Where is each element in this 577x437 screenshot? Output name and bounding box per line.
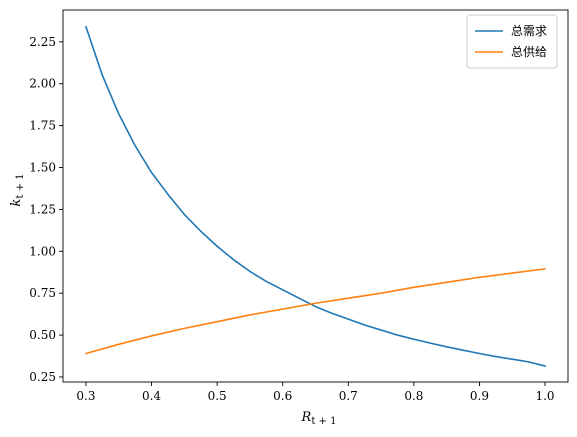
x-tick-label: 0.4 — [142, 389, 161, 403]
series-line-demand — [85, 25, 546, 367]
series-line-supply — [85, 268, 546, 355]
y-tick-label: 1.75 — [29, 119, 56, 133]
x-tick-label: 0.3 — [76, 389, 95, 403]
y-tick-label: 1.25 — [29, 202, 56, 216]
y-tick-label: 0.50 — [29, 328, 56, 342]
y-tick-label: 0.75 — [29, 286, 56, 300]
y-tick-label: 1.50 — [29, 161, 56, 175]
x-tick-label: 0.6 — [273, 389, 292, 403]
plot-area — [85, 25, 546, 367]
x-tick-label: 0.7 — [339, 389, 358, 403]
y-axis: 0.25 0.50 0.75 1.00 1.25 1.50 1.75 2.00 2.25 — [29, 35, 63, 384]
legend-label-supply: 总供给 — [511, 45, 547, 59]
x-tick-label: 0.8 — [404, 389, 423, 403]
y-tick-label: 2.00 — [29, 77, 56, 91]
x-tick-label: 0.5 — [208, 389, 227, 403]
y-tick-label: 1.00 — [29, 244, 56, 258]
y-tick-label: 0.25 — [29, 370, 56, 384]
legend-label-demand: 总需求 — [511, 24, 547, 38]
y-tick-label: 2.25 — [29, 35, 56, 49]
legend-box — [466, 14, 558, 69]
plot-frame — [62, 9, 569, 383]
x-tick-label: 1.0 — [535, 389, 554, 403]
legend: 总需求 总供给 — [466, 14, 558, 69]
y-axis-label: kt + 1 — [9, 173, 26, 206]
x-axis: 0.3 0.4 0.5 0.6 0.7 0.8 0.9 1.0 — [76, 382, 555, 403]
x-axis-label: Rt + 1 — [301, 410, 337, 427]
x-tick-label: 0.9 — [470, 389, 489, 403]
